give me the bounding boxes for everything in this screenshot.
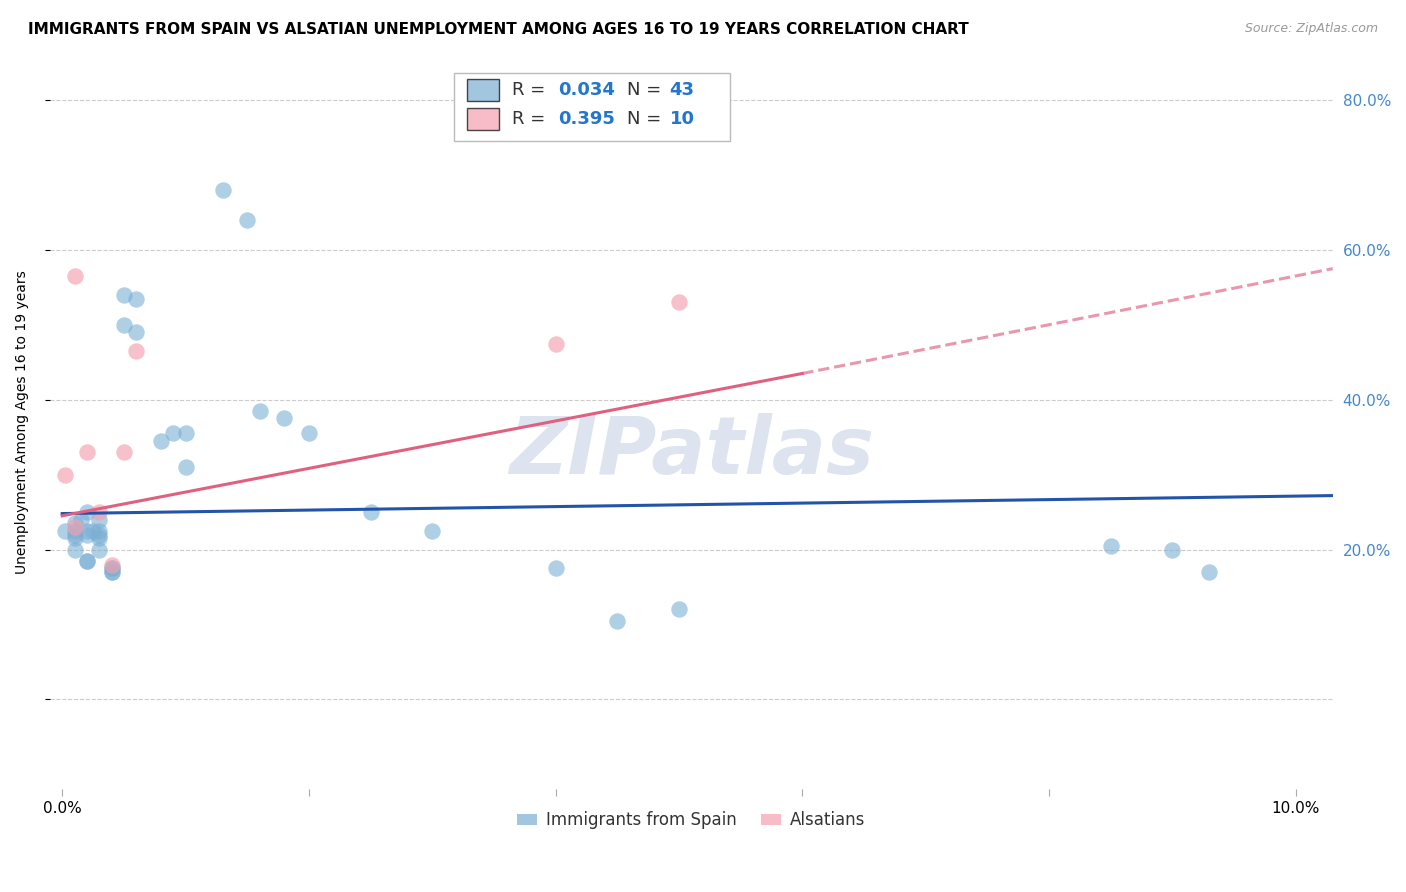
Point bbox=[174, 460, 197, 475]
Point bbox=[112, 445, 135, 459]
Point bbox=[89, 542, 111, 557]
Point bbox=[112, 288, 135, 302]
FancyBboxPatch shape bbox=[454, 73, 730, 141]
Point bbox=[76, 554, 98, 568]
Point bbox=[63, 269, 86, 284]
Point bbox=[360, 505, 382, 519]
Point bbox=[668, 295, 690, 310]
Text: N =: N = bbox=[627, 110, 668, 128]
FancyBboxPatch shape bbox=[467, 108, 499, 130]
Text: IMMIGRANTS FROM SPAIN VS ALSATIAN UNEMPLOYMENT AMONG AGES 16 TO 19 YEARS CORRELA: IMMIGRANTS FROM SPAIN VS ALSATIAN UNEMPL… bbox=[28, 22, 969, 37]
Point bbox=[89, 524, 111, 538]
Point bbox=[236, 213, 259, 227]
Point bbox=[76, 527, 98, 541]
Point bbox=[112, 318, 135, 332]
Point bbox=[76, 554, 98, 568]
Point bbox=[63, 531, 86, 545]
FancyBboxPatch shape bbox=[467, 78, 499, 101]
Point bbox=[63, 524, 86, 538]
Point bbox=[174, 426, 197, 441]
Point bbox=[69, 512, 91, 526]
Point bbox=[1161, 542, 1184, 557]
Text: N =: N = bbox=[627, 80, 668, 99]
Point bbox=[125, 344, 148, 359]
Legend: Immigrants from Spain, Alsatians: Immigrants from Spain, Alsatians bbox=[510, 805, 872, 836]
Point bbox=[273, 411, 295, 425]
Point bbox=[76, 445, 98, 459]
Point bbox=[668, 602, 690, 616]
Point bbox=[76, 505, 98, 519]
Text: 43: 43 bbox=[669, 80, 695, 99]
Point bbox=[63, 542, 86, 557]
Point bbox=[1099, 539, 1122, 553]
Point bbox=[82, 524, 104, 538]
Point bbox=[100, 565, 122, 579]
Point bbox=[1198, 565, 1220, 579]
Point bbox=[420, 524, 443, 538]
Point bbox=[125, 326, 148, 340]
Text: R =: R = bbox=[512, 80, 551, 99]
Point bbox=[125, 292, 148, 306]
Point bbox=[298, 426, 321, 441]
Point bbox=[89, 512, 111, 526]
Point bbox=[100, 558, 122, 572]
Text: 10: 10 bbox=[669, 110, 695, 128]
Point bbox=[544, 336, 567, 351]
Text: 0.034: 0.034 bbox=[558, 80, 614, 99]
Point bbox=[89, 531, 111, 545]
Point bbox=[76, 524, 98, 538]
Point bbox=[100, 561, 122, 575]
Point bbox=[606, 614, 628, 628]
Point bbox=[63, 520, 86, 534]
Point bbox=[100, 565, 122, 579]
Point bbox=[211, 183, 233, 197]
Y-axis label: Unemployment Among Ages 16 to 19 years: Unemployment Among Ages 16 to 19 years bbox=[15, 270, 30, 574]
Point bbox=[63, 527, 86, 541]
Point bbox=[249, 404, 271, 418]
Point bbox=[63, 516, 86, 531]
Point bbox=[544, 561, 567, 575]
Point bbox=[53, 524, 76, 538]
Point bbox=[162, 426, 184, 441]
Point bbox=[149, 434, 172, 448]
Point bbox=[53, 467, 76, 482]
Text: Source: ZipAtlas.com: Source: ZipAtlas.com bbox=[1244, 22, 1378, 36]
Text: R =: R = bbox=[512, 110, 551, 128]
Text: 0.395: 0.395 bbox=[558, 110, 614, 128]
Point bbox=[100, 561, 122, 575]
Point bbox=[89, 505, 111, 519]
Point bbox=[89, 527, 111, 541]
Text: ZIPatlas: ZIPatlas bbox=[509, 412, 873, 491]
